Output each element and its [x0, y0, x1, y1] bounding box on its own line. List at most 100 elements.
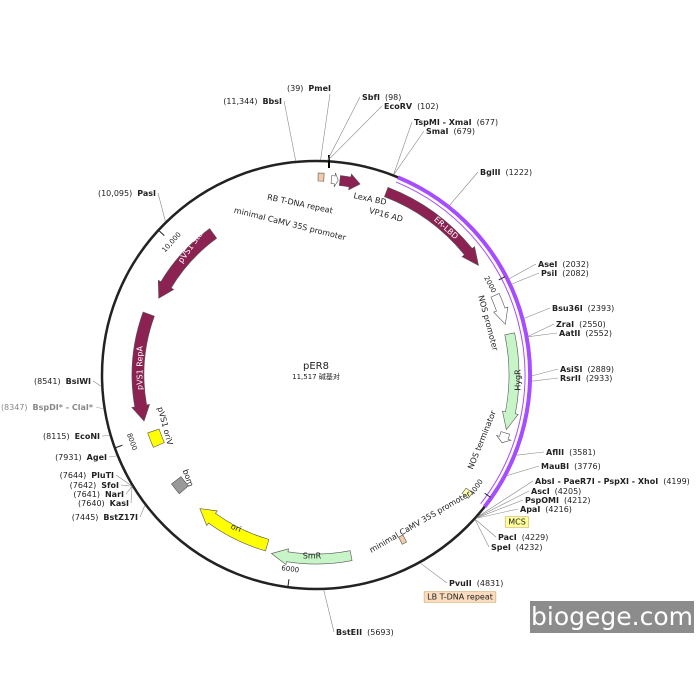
tick-mark — [498, 276, 506, 281]
site-name: SbfI — [362, 93, 380, 102]
feature-label: SmR — [303, 552, 322, 561]
site-pos: (1222) — [506, 168, 533, 177]
site-name: BglII — [480, 168, 501, 177]
feature-arrow — [131, 311, 155, 422]
site-label: TspMI - XmaI (677) — [414, 118, 498, 127]
site-pos: (2550) — [579, 320, 606, 329]
feature-box — [398, 534, 408, 545]
site-name: AscI — [531, 487, 550, 496]
feature-label: VP16 AD — [368, 206, 404, 224]
site-leader — [527, 323, 555, 337]
site-name: AatII — [559, 329, 580, 338]
feature-arrow — [495, 431, 512, 444]
site-pos: (8541) — [34, 377, 61, 386]
feature-box — [317, 172, 325, 182]
site-label: PvuII (4831) — [449, 579, 503, 588]
site-name: PacI — [498, 533, 517, 542]
site-name: PsiI — [541, 269, 557, 278]
site-pos: (3581) — [569, 448, 596, 457]
site-name: SpeI — [491, 543, 511, 552]
feature-arrow — [490, 293, 509, 325]
site-leader — [157, 192, 166, 222]
site-label: (7640) KasI — [78, 499, 129, 508]
tick-mark — [287, 579, 290, 587]
site-leader — [515, 451, 545, 456]
site-name: AsiSI — [560, 365, 582, 374]
site-leader — [130, 486, 133, 504]
tick-label: 6000 — [281, 564, 300, 574]
site-name: BspDI* - ClaI* — [33, 403, 94, 412]
site-pos: (679) — [453, 127, 475, 136]
site-leader — [393, 130, 425, 175]
site-pos: (98) — [385, 93, 401, 102]
site-leader — [508, 263, 537, 280]
site-name: BbsI — [262, 97, 282, 106]
site-leader — [323, 589, 335, 633]
feature-label: LexA BD — [353, 191, 388, 207]
site-name: Bsu36I — [552, 304, 583, 313]
site-label: AatII (2552) — [559, 329, 612, 338]
feature-arrow — [330, 172, 339, 188]
site-pos: (2032) — [562, 260, 589, 269]
site-name: BstZ17I — [103, 513, 138, 522]
site-label: ZraI (2550) — [556, 320, 606, 329]
site-label: AscI (4205) — [531, 487, 581, 496]
site-pos: (4216) — [545, 505, 572, 514]
site-pos: (7931) — [55, 453, 82, 462]
site-name: BstEII — [336, 628, 362, 637]
site-label: AseI (2032) — [538, 260, 589, 269]
site-leader — [474, 519, 490, 548]
site-leader — [476, 499, 524, 519]
site-leader — [523, 307, 551, 319]
site-leader — [530, 368, 559, 377]
watermark: biogege.com — [531, 602, 693, 631]
site-label: AflII (3581) — [546, 448, 596, 457]
site-pos: (2933) — [586, 374, 613, 383]
site-label: BglII (1222) — [480, 168, 532, 177]
site-name: AbsI - PaeR7I - PspXI - XhoI — [535, 477, 658, 486]
site-leader — [320, 93, 331, 161]
site-name: SmaI — [426, 127, 448, 136]
feature-arrow — [338, 173, 361, 191]
site-label: (8347) BspDI* - ClaI* — [1, 403, 94, 412]
site-label: AsiSI (2889) — [560, 365, 614, 374]
feature-label: NOS terminator — [466, 409, 498, 471]
site-name: SfoI — [101, 481, 119, 490]
site-pos: (7642) — [70, 481, 97, 490]
site-pos: (10,095) — [98, 189, 132, 198]
label-box — [504, 516, 530, 528]
site-pos: (5693) — [367, 628, 394, 637]
site-name: AseI — [538, 260, 557, 269]
site-pos: (7644) — [60, 471, 87, 480]
site-label: PacI (4229) — [498, 533, 548, 542]
site-name: PspOMI — [525, 496, 559, 505]
site-leader — [530, 377, 559, 382]
site-label: AbsI - PaeR7I - PspXI - XhoI (4199) — [535, 477, 690, 486]
site-name: AflII — [546, 448, 564, 457]
feature-box — [171, 476, 189, 495]
site-pos: (4199) — [663, 477, 690, 486]
site-label: (7931) AgeI — [55, 453, 107, 462]
region-arc — [397, 175, 532, 508]
site-name: AgeI — [87, 453, 107, 462]
feature-label: RB T-DNA repeat — [266, 193, 333, 216]
site-name: PluTI — [91, 471, 114, 480]
site-leader — [120, 484, 132, 487]
site-leader — [510, 272, 540, 285]
site-label: SbfI (98) — [362, 93, 401, 102]
feature-label: pVS1 RepA — [136, 346, 145, 390]
site-leader — [475, 519, 497, 538]
site-name: TspMI - XmaI — [414, 118, 472, 127]
site-label: EcoRV (102) — [384, 102, 439, 111]
site-pos: (2552) — [585, 329, 612, 338]
site-name: NarI — [105, 490, 124, 499]
site-leader — [527, 332, 558, 338]
site-leader — [477, 490, 530, 518]
site-pos: (677) — [477, 118, 499, 127]
feature-label: minimal CaMV 35S promoter — [368, 489, 473, 555]
site-leader — [448, 171, 479, 207]
site-leader — [505, 465, 540, 477]
site-pos: (39) — [287, 84, 303, 93]
site-pos: (8115) — [43, 432, 70, 441]
